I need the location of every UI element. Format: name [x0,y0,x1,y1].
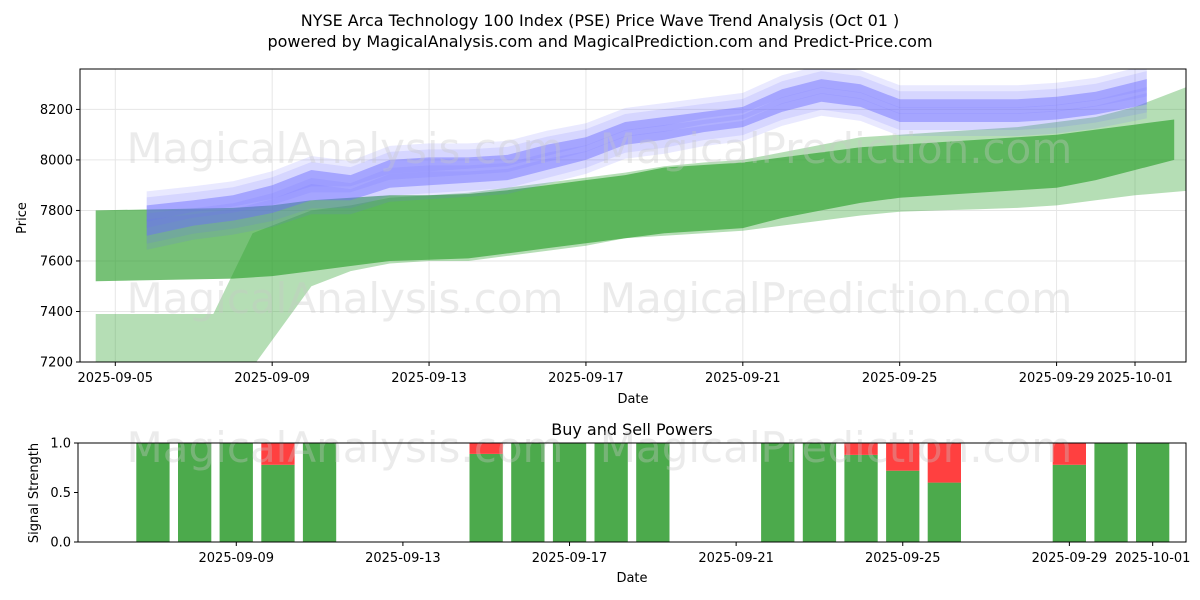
watermark-text: MagicalPrediction.com [600,423,1073,472]
signal-x-tick-label: 2025-09-13 [365,551,441,566]
price-y-tick-label: 7400 [40,305,73,320]
price-series-group [95,69,1186,362]
signal-y-tick-label: 1.0 [50,437,71,452]
price-y-tick-label: 7600 [40,254,73,269]
buy-power-bar [261,464,295,542]
buy-power-bar [1094,443,1128,542]
sell-power-bar [844,443,878,455]
buy-power-bar [1136,443,1170,542]
buy-power-bar [844,454,878,542]
sell-power-bar [927,443,961,483]
price-chart: MagicalAnalysis.com MagicalPrediction.co… [15,68,1187,407]
buy-power-bar [886,470,920,542]
signal-x-tick-label: 2025-09-25 [865,551,941,566]
buy-power-bar [219,443,253,542]
buy-power-bar [1052,464,1086,542]
price-plot-frame [79,68,1187,363]
sell-power-bar [261,443,295,465]
signal-y-tick-label: 0.5 [50,486,71,501]
signal-chart: Buy and Sell Powers MagicalAnalysis.com … [27,420,1190,586]
buy-power-bar [636,443,670,542]
buy-power-bar [469,453,503,542]
price-y-tick-label: 8000 [40,153,73,168]
blue-wave-band [146,71,1147,228]
buy-power-bar [136,443,170,542]
price-x-tick-label: 2025-09-17 [548,371,624,386]
price-x-tick-label: 2025-09-29 [1019,371,1095,386]
signal-x-tick-label: 2025-09-17 [532,551,608,566]
blue-wave-band [146,87,1147,244]
blue-wave-band [146,79,1147,236]
buy-power-bar [302,443,337,542]
chart-title-line1: NYSE Arca Technology 100 Index (PSE) Pri… [301,11,900,30]
price-x-axis-label: Date [617,392,648,407]
price-x-tick-label: 2025-10-01 [1097,371,1173,386]
sell-power-bar [886,443,920,471]
price-y-axis-label: Price [15,202,30,234]
green-wave-band [95,119,1175,282]
price-y-tick-label: 7200 [40,356,73,371]
signal-x-tick-label: 2025-09-21 [698,551,774,566]
buy-power-bar [511,443,545,542]
price-x-tick-label: 2025-09-09 [234,371,310,386]
watermark-text: MagicalPrediction.com [600,124,1073,173]
price-x-tick-label: 2025-09-05 [78,371,154,386]
signal-x-tick-label: 2025-09-09 [199,551,275,566]
watermark-text: MagicalPrediction.com [600,274,1073,323]
signal-x-axis-label: Date [616,571,647,586]
watermark-text: MagicalAnalysis.com [127,423,564,472]
buy-power-bar [552,443,587,542]
sell-power-bar [1052,443,1086,465]
buy-power-bar [761,443,795,542]
watermark-text: MagicalAnalysis.com [127,274,564,323]
signal-x-tick-label: 2025-09-29 [1032,551,1108,566]
buy-power-bar [594,443,628,542]
price-x-tick-label: 2025-09-25 [862,371,938,386]
price-x-tick-label: 2025-09-21 [705,371,781,386]
price-x-tick-label: 2025-09-13 [391,371,467,386]
sell-power-bar [469,443,503,454]
buy-power-bar [178,443,212,542]
signal-y-axis-label: Signal Strength [27,443,42,543]
buy-power-bar [802,443,837,542]
blue-wave-band [146,69,1147,222]
price-y-tick-label: 7800 [40,204,73,219]
chart-title-line2: powered by MagicalAnalysis.com and Magic… [267,32,932,51]
signal-y-tick-label: 0.0 [50,536,71,551]
buy-power-bar [927,482,961,542]
signal-chart-title: Buy and Sell Powers [551,420,713,439]
price-y-tick-label: 8200 [40,103,73,118]
signal-x-tick-label: 2025-10-01 [1115,551,1191,566]
watermark-text: MagicalAnalysis.com [127,124,564,173]
blue-wave-band [146,93,1147,250]
